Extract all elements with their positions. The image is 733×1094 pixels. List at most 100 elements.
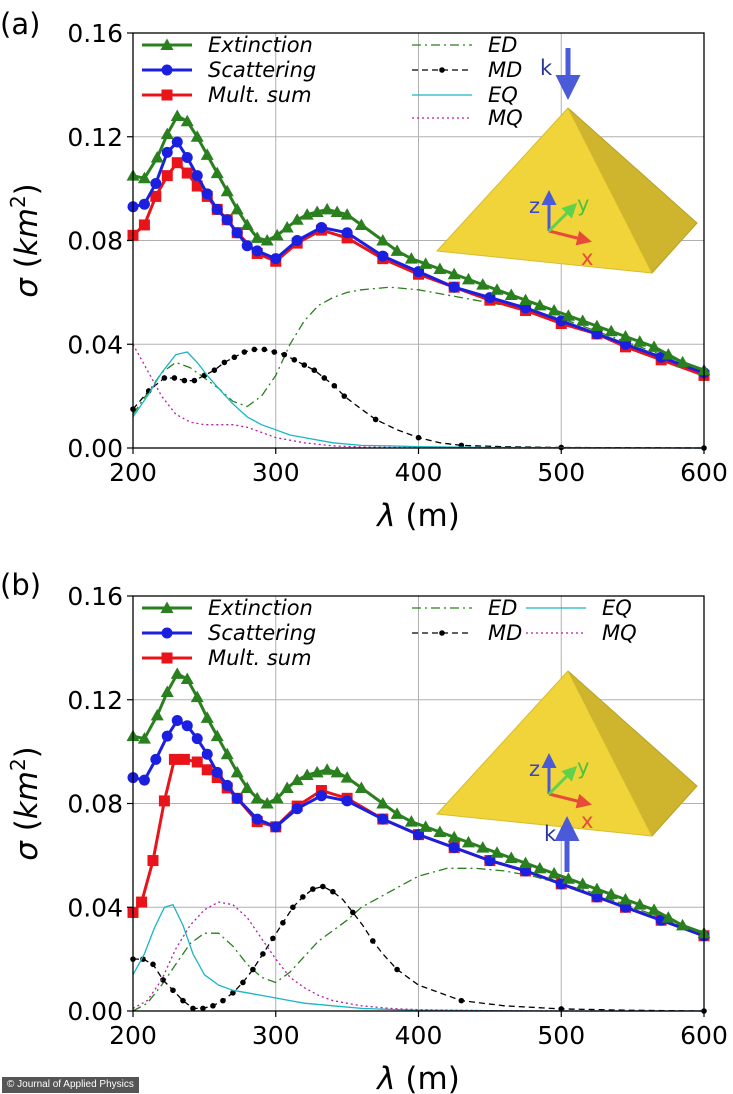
data-point-mult-sum	[150, 190, 162, 202]
data-point-scattering	[520, 865, 532, 877]
x-axis-arrow	[548, 229, 592, 246]
data-point-md	[270, 935, 276, 942]
data-point-md	[210, 1003, 216, 1009]
x-tick-label: 600	[680, 458, 728, 487]
data-point-extinction	[590, 319, 604, 332]
data-point-scattering	[138, 198, 150, 210]
data-point-md	[231, 354, 238, 361]
legend-marker-md	[439, 67, 445, 73]
legend-marker-mult-sum	[161, 89, 173, 101]
data-point-scattering	[221, 214, 233, 226]
legend-marker-extinction	[160, 601, 174, 613]
data-point-mult-sum	[201, 764, 213, 776]
data-point-mult-sum	[178, 753, 190, 765]
data-point-extinction	[260, 234, 274, 246]
data-point-scattering	[315, 222, 327, 234]
data-point-md	[261, 346, 268, 353]
data-point-scattering	[591, 328, 603, 340]
data-point-extinction	[310, 205, 324, 217]
data-point-scattering	[619, 901, 631, 913]
data-point-extinction	[618, 892, 632, 905]
data-point-scattering	[171, 136, 183, 148]
data-point-extinction	[270, 228, 284, 241]
data-point-extinction	[376, 797, 390, 809]
data-point-md	[301, 362, 308, 368]
x-tick-label: 400	[395, 1021, 443, 1050]
data-point-scattering	[413, 266, 424, 278]
y-tick-label: 0.12	[67, 123, 123, 152]
data-point-extinction	[533, 298, 547, 311]
data-point-scattering	[413, 829, 424, 841]
data-point-md	[330, 888, 336, 895]
data-point-mult-sum	[161, 170, 173, 182]
data-point-scattering	[191, 170, 203, 182]
data-point-extinction	[200, 148, 214, 160]
data-point-scattering	[251, 245, 263, 257]
series-ed	[132, 286, 705, 415]
journal-credit: © Journal of Applied Physics	[2, 1077, 139, 1093]
data-point-extinction	[519, 293, 533, 306]
series-extinction	[126, 667, 711, 939]
data-point-extinction	[661, 348, 675, 360]
data-point-md	[458, 997, 465, 1004]
data-point-mult-sum	[181, 167, 193, 179]
data-point-extinction	[647, 340, 661, 352]
data-point-scattering	[448, 842, 460, 854]
data-point-extinction	[547, 867, 561, 879]
data-point-md	[251, 346, 258, 353]
legend-label-mult-sum: Mult. sum	[208, 646, 312, 670]
data-point-scattering	[231, 227, 243, 239]
legend-label-ed: ED	[488, 33, 517, 57]
data-point-extinction	[476, 841, 490, 853]
data-point-scattering	[161, 146, 173, 158]
data-point-md	[415, 434, 422, 441]
data-point-extinction	[190, 690, 204, 703]
data-point-extinction	[230, 202, 244, 215]
data-point-extinction	[390, 807, 404, 819]
series-line-extinction	[132, 672, 705, 935]
legend-marker-md	[439, 630, 445, 636]
chart-panel-a: x z y k 200 300 400 500 600 0.00 0.04 0.08 0.12 0.16 λ…	[0, 7, 728, 534]
data-point-extinction	[590, 882, 604, 895]
data-point-mult-sum	[136, 896, 148, 908]
data-point-scattering	[270, 253, 282, 265]
y-tick-label: 0.08	[67, 227, 123, 256]
data-point-scattering	[520, 302, 532, 314]
data-point-extinction	[433, 262, 447, 275]
data-point-md	[260, 951, 266, 957]
data-point-scattering	[270, 821, 282, 833]
data-point-extinction	[320, 202, 334, 215]
data-point-md	[290, 904, 296, 911]
data-point-scattering	[655, 914, 667, 926]
data-point-extinction	[676, 355, 690, 368]
data-point-extinction	[290, 773, 304, 786]
data-point-extinction	[240, 781, 254, 793]
data-point-extinction	[230, 765, 244, 778]
data-point-extinction	[300, 768, 314, 780]
data-point-extinction	[604, 324, 618, 337]
data-point-extinction	[576, 314, 590, 326]
legend-label-eq: EQ	[488, 83, 518, 107]
series-line-extinction	[132, 114, 705, 372]
data-point-md	[230, 990, 236, 996]
data-point-extinction	[447, 830, 461, 843]
data-point-extinction	[180, 114, 194, 127]
data-point-extinction	[390, 244, 404, 256]
data-point-md	[170, 987, 176, 994]
data-point-extinction	[504, 851, 518, 863]
pyramid-inset: x z y k	[435, 48, 698, 274]
y-tick-label: 0.04	[67, 330, 123, 359]
data-point-scattering	[138, 774, 150, 786]
data-point-md	[321, 375, 328, 381]
y-tick-label: 0.12	[67, 686, 123, 715]
data-point-extinction	[190, 130, 204, 142]
data-point-md	[221, 359, 228, 366]
x-tick-label: 200	[109, 458, 157, 487]
y-axis-title: σ (km2)	[6, 183, 45, 298]
legend-label-mq: MQ	[602, 621, 637, 645]
data-point-scattering	[161, 730, 173, 742]
data-point-md	[190, 1005, 196, 1012]
data-point-extinction	[490, 846, 504, 858]
z-axis-label: z	[529, 194, 540, 218]
data-point-extinction	[160, 685, 174, 697]
